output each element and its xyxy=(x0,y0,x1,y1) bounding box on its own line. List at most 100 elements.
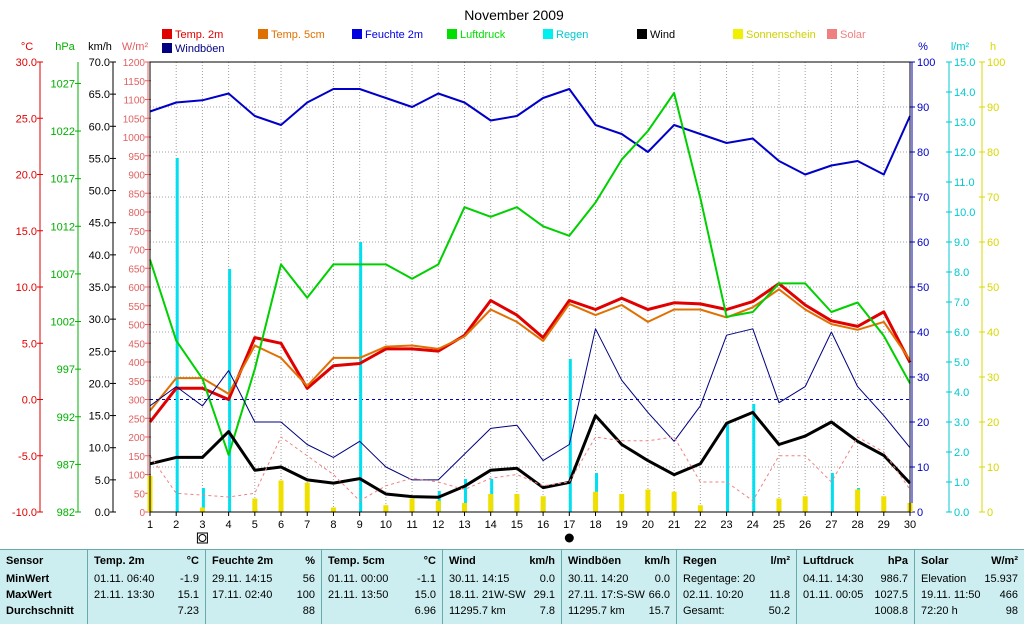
axis-tick-label: 30 xyxy=(917,372,929,384)
x-tick-label: 27 xyxy=(825,519,837,531)
stats-header-unit: km/h xyxy=(529,555,555,567)
stats-header-unit: °C xyxy=(186,555,199,567)
chart-title: November 2009 xyxy=(464,7,564,23)
x-tick-label: 29 xyxy=(878,519,890,531)
stats-cell-value: 0.0 xyxy=(654,573,670,585)
axis-tick-label: 0.0 xyxy=(22,395,37,407)
axis-tick-label: 10 xyxy=(917,462,929,474)
stats-cell-value: 66.0 xyxy=(648,589,670,601)
stats-row: 7.23 xyxy=(88,603,205,620)
bar-sonnenschein xyxy=(540,496,546,512)
stats-header-unit: W/m² xyxy=(991,555,1018,567)
legend-swatch xyxy=(258,29,268,39)
axis-tick-label: 987 xyxy=(57,459,75,471)
axis-tick-label: -10.0 xyxy=(12,507,37,519)
axis-tick-label: 15.0 xyxy=(89,411,110,423)
axis-tick-label: 10.0 xyxy=(89,443,110,455)
axis-unit-label: km/h xyxy=(88,41,112,53)
bar-sonnenschein xyxy=(199,507,205,512)
stats-cell-label: 19.11. 11:50 xyxy=(921,589,981,601)
stats-cell-value: -1.9 xyxy=(180,573,199,585)
axis-tick-label: 50 xyxy=(917,282,929,294)
stats-cell-label: Gesamt: xyxy=(683,605,725,617)
bar-sonnenschein xyxy=(593,491,599,512)
stats-row: 11295.7 km 7.8 xyxy=(443,603,561,620)
grid xyxy=(150,62,910,512)
stats-cell-label: MinWert xyxy=(6,573,50,585)
stats-column: Feuchte 2m% 29.11. 14:15 56 17.11. 02:40 100… xyxy=(206,550,322,624)
axis-tick-label: 11.0 xyxy=(954,177,975,189)
x-tick-label: 11 xyxy=(406,519,417,531)
bar-sonnenschein xyxy=(461,503,467,512)
bar-sonnenschein xyxy=(645,489,651,512)
axis-tick-label: 650 xyxy=(128,264,145,275)
plot-frame xyxy=(149,61,911,513)
stats-cell-value: 11.8 xyxy=(769,589,790,601)
axis-tick-label: 9.0 xyxy=(954,237,969,249)
stats-row: 01.11. 00:05 1027.5 xyxy=(797,587,914,604)
stats-column: Luftdruck hPa 04.11. 14:30 986.7 01.11. 00:0… xyxy=(797,550,915,624)
axis-tick-label: 40 xyxy=(917,327,929,339)
stats-cell-value: 15.0 xyxy=(414,589,436,601)
x-tick-label: 22 xyxy=(694,519,706,531)
stats-row: Regentage: 20 xyxy=(677,571,796,588)
stats-header: Regen l/m² xyxy=(677,553,796,570)
stats-cell-value: 100 xyxy=(296,589,315,601)
stats-header-unit: hPa xyxy=(887,555,908,567)
line-series xyxy=(148,88,912,502)
x-tick-label: 6 xyxy=(278,519,284,531)
stats-header-unit: % xyxy=(305,555,315,567)
bar-sonnenschein xyxy=(881,496,887,512)
axis-tick-label: 20 xyxy=(917,417,929,429)
stats-column: Temp. 2m °C 01.11. 06:40 -1.9 21.11. 13:30 15… xyxy=(88,550,206,624)
legend-label: Wind xyxy=(650,29,675,41)
bar-regen xyxy=(201,488,205,512)
axis-tick-label: 150 xyxy=(128,452,145,463)
bar-regen xyxy=(359,242,363,512)
axis-tick-label: -5.0 xyxy=(18,451,37,463)
stats-cell-label: 30.11. 14:15 xyxy=(449,573,510,585)
series-line-temp-5cm xyxy=(149,288,911,412)
axis-tick-label: 1050 xyxy=(123,114,146,125)
stats-cell-value: 7.8 xyxy=(539,605,555,617)
stats-cell-label: 17.11. 02:40 xyxy=(212,589,273,601)
x-tick-label: 4 xyxy=(226,519,232,531)
x-tick-label: 25 xyxy=(773,519,785,531)
stats-cell-value: 1008.8 xyxy=(874,605,908,617)
stats-header-label: Windböen xyxy=(568,555,622,567)
axis-tick-label: 100 xyxy=(987,57,1005,69)
axis-tick-label: 700 xyxy=(128,246,145,257)
x-tick-label: 20 xyxy=(642,519,654,531)
x-tick-label: 7 xyxy=(304,519,310,531)
series-line-temp-2m xyxy=(148,282,912,423)
axis-tick-label: 300 xyxy=(128,396,145,407)
axis-tick-label: 3.0 xyxy=(954,417,969,429)
axis-tick-label: 2.0 xyxy=(954,447,969,459)
legend-label: Feuchte 2m xyxy=(365,29,423,41)
axis-tick-label: 550 xyxy=(128,302,145,313)
stats-cell-label: 72:20 h xyxy=(921,605,958,617)
stats-cell-value: 50.2 xyxy=(768,605,790,617)
stats-header: Wind km/h xyxy=(443,553,561,570)
axis-unit-label: % xyxy=(918,41,928,53)
axis-tick-label: 7.0 xyxy=(954,297,969,309)
stats-header: Solar W/m² xyxy=(915,553,1024,570)
stats-column: Windböen km/h 30.11. 14:20 0.0 27.11. 17:S-S… xyxy=(562,550,677,624)
legend-label: Regen xyxy=(556,29,588,41)
stats-row: 1008.8 xyxy=(797,603,914,620)
series-line-luftdruck xyxy=(149,92,911,456)
stats-column: Solar W/m² Elevation 15.937 19.11. 11:50 466 7… xyxy=(915,550,1024,624)
stats-header-label: Temp. 5cm xyxy=(328,555,385,567)
stats-cell-value: 15.937 xyxy=(984,573,1018,585)
stats-cell-value: 7.23 xyxy=(177,605,199,617)
bar-sonnenschein xyxy=(776,498,782,512)
stats-header: Luftdruck hPa xyxy=(797,553,914,570)
axis-unit-label: °C xyxy=(21,41,33,53)
axis-tick-label: 750 xyxy=(128,227,145,238)
stats-column: Regen l/m² Regentage: 20 02.11. 10:20 11.8 Ge… xyxy=(677,550,797,624)
axis-tick-label: 1027 xyxy=(51,78,75,90)
axis-tick-label: 15.0 xyxy=(954,57,975,69)
x-tick-label: 26 xyxy=(799,519,811,531)
stats-header-label: Solar xyxy=(921,555,949,567)
axis-tick-label: 1012 xyxy=(51,221,75,233)
